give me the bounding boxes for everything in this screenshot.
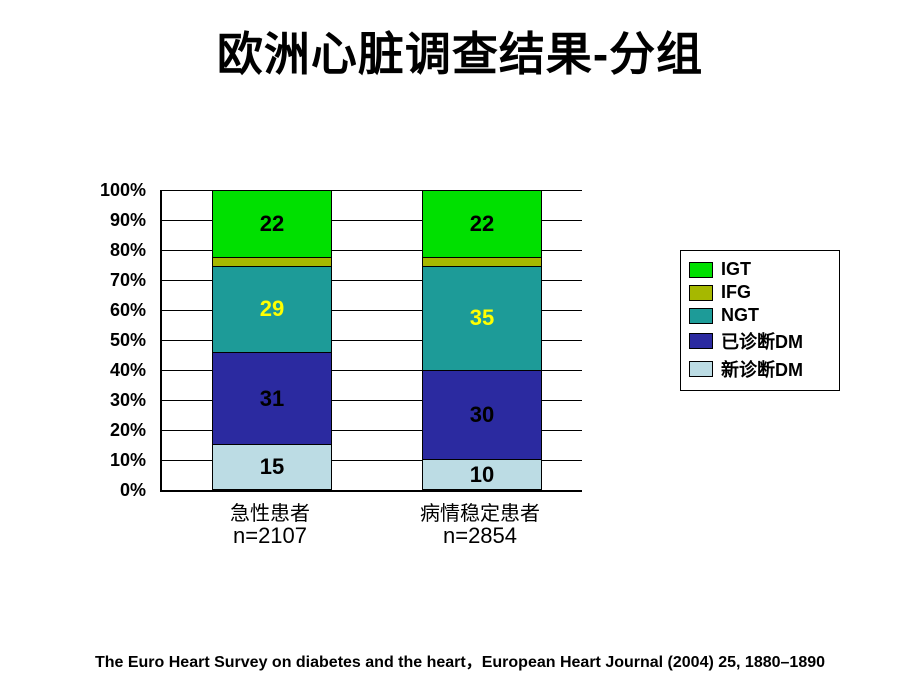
segment-igt: 22 <box>213 191 331 257</box>
xlabel-stable: 病情稳定患者 <box>390 497 570 526</box>
legend-item-ifg: IFG <box>689 282 831 303</box>
ytick-50: 50% <box>110 330 146 351</box>
bar-acute: 153129 22 <box>212 190 332 490</box>
legend: IGTIFGNGT已诊断DM新诊断DM <box>680 250 840 391</box>
ytick-40: 40% <box>110 360 146 381</box>
legend-item-igt: IGT <box>689 259 831 280</box>
xlabel-acute: 急性患者 <box>180 497 360 526</box>
ytick-90: 90% <box>110 210 146 231</box>
ytick-10: 10% <box>110 450 146 471</box>
legend-label-igt: IGT <box>721 259 751 280</box>
ytick-30: 30% <box>110 390 146 411</box>
segment-ngt: 29 <box>213 266 331 352</box>
segment-ifg <box>423 257 541 266</box>
legend-swatch-ifg <box>689 285 713 301</box>
segment-new_dm: 10 <box>423 459 541 489</box>
segment-ngt: 35 <box>423 266 541 370</box>
legend-label-ngt: NGT <box>721 305 759 326</box>
legend-item-ngt: NGT <box>689 305 831 326</box>
segment-ifg <box>213 257 331 266</box>
legend-swatch-igt <box>689 262 713 278</box>
legend-label-new_dm: 新诊断DM <box>721 356 803 382</box>
ytick-70: 70% <box>110 270 146 291</box>
xn-acute: n=2107 <box>180 523 360 549</box>
segment-diag_dm: 31 <box>213 352 331 444</box>
legend-item-new_dm: 新诊断DM <box>689 356 831 382</box>
legend-swatch-diag_dm <box>689 333 713 349</box>
x-axis-labels: 急性患者 病情稳定患者 n=2107 n=2854 <box>160 495 580 555</box>
chart-container: 10 0% 90% 80% 70% 60% 50% 40% 30% 20% 10%… <box>80 190 840 540</box>
ytick-80: 80% <box>110 240 146 261</box>
segment-new_dm: 15 <box>213 444 331 489</box>
legend-label-ifg: IFG <box>721 282 751 303</box>
y-axis: 100% 90% 80% 70% 60% 50% 40% 30% 20% 10%… <box>80 190 152 490</box>
legend-swatch-new_dm <box>689 361 713 377</box>
slide: 欧洲心脏调查结果-分组 100% 90% 80% 70% 60% 50% 40%… <box>0 0 920 690</box>
ytick-0: 0% <box>120 480 146 501</box>
legend-label-diag_dm: 已诊断DM <box>721 328 803 354</box>
plot-area: 153129 22 103035 22 <box>160 190 582 492</box>
segment-diag_dm: 30 <box>423 370 541 459</box>
slide-title: 欧洲心脏调查结果-分组 <box>0 18 920 84</box>
bar-stable: 103035 22 <box>422 190 542 490</box>
xn-stable: n=2854 <box>390 523 570 549</box>
citation: The Euro Heart Survey on diabetes and th… <box>0 648 920 672</box>
ytick-20: 20% <box>110 420 146 441</box>
legend-swatch-ngt <box>689 308 713 324</box>
legend-item-diag_dm: 已诊断DM <box>689 328 831 354</box>
segment-igt: 22 <box>423 191 541 257</box>
ytick-100: 100% <box>100 180 146 201</box>
ytick-60: 60% <box>110 300 146 321</box>
